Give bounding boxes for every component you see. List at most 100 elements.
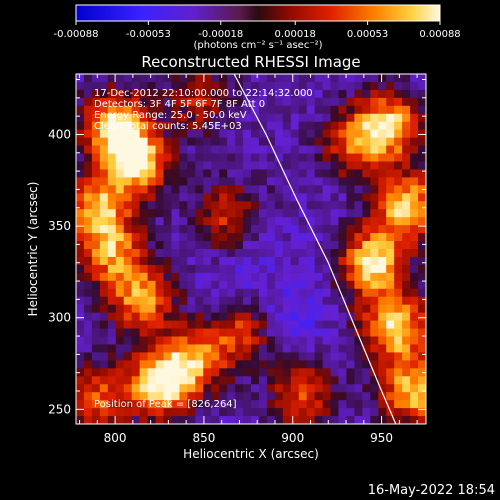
heatmap-pixel — [147, 280, 157, 290]
heatmap-pixel — [171, 280, 181, 290]
heatmap-pixel — [155, 169, 165, 179]
heatmap-pixel — [282, 392, 292, 401]
heatmap-pixel — [362, 105, 371, 115]
heatmap-pixel — [91, 272, 101, 282]
heatmap-pixel — [131, 312, 141, 322]
heatmap-pixel — [155, 153, 165, 163]
heatmap-pixel — [195, 105, 204, 115]
heatmap-pixel — [211, 320, 220, 330]
heatmap-pixel — [258, 296, 268, 306]
heatmap-pixel — [219, 153, 228, 163]
heatmap-pixel — [322, 360, 332, 369]
heatmap-pixel — [203, 209, 212, 218]
heatmap-pixel — [219, 288, 228, 298]
heatmap-pixel — [155, 328, 165, 338]
heatmap-pixel — [258, 209, 268, 218]
heatmap-pixel — [338, 74, 348, 83]
heatmap-pixel — [155, 217, 165, 226]
heatmap-pixel — [402, 153, 411, 163]
heatmap-pixel — [99, 225, 109, 234]
heatmap-pixel — [258, 392, 268, 401]
heatmap-pixel — [163, 249, 173, 258]
heatmap-pixel — [418, 360, 426, 369]
heatmap-pixel — [195, 81, 204, 91]
heatmap-pixel — [282, 352, 292, 361]
heatmap-pixel — [410, 193, 419, 202]
heatmap-pixel — [131, 241, 141, 250]
heatmap-pixel — [298, 185, 308, 194]
heatmap-pixel — [139, 185, 149, 194]
heatmap-pixel — [314, 264, 324, 274]
heatmap-pixel — [179, 392, 188, 401]
heatmap-pixel — [402, 161, 411, 171]
heatmap-pixel — [99, 81, 109, 91]
heatmap-pixel — [235, 113, 244, 123]
heatmap-pixel — [410, 169, 419, 179]
heatmap-pixel — [243, 153, 252, 163]
heatmap-pixel — [211, 264, 220, 274]
heatmap-pixel — [402, 145, 411, 155]
heatmap-pixel — [219, 344, 228, 354]
heatmap-pixel — [227, 105, 236, 115]
heatmap-pixel — [187, 312, 196, 322]
heatmap-pixel — [370, 296, 379, 306]
heatmap-pixel — [410, 312, 419, 322]
x-tick-label: 850 — [192, 431, 215, 445]
heatmap-pixel — [346, 81, 356, 91]
heatmap-pixel — [163, 81, 173, 91]
heatmap-pixel — [274, 360, 284, 369]
heatmap-pixel — [298, 416, 308, 424]
heatmap-pixel — [394, 225, 403, 234]
heatmap-pixel — [362, 121, 371, 131]
annotation-time-range: 17-Dec-2012 22:10:00.000 to 22:14:32.000 — [94, 88, 313, 99]
heatmap-pixel — [338, 153, 348, 163]
heatmap-pixel — [107, 304, 117, 314]
heatmap-pixel — [330, 121, 340, 131]
heatmap-pixel — [251, 185, 260, 194]
heatmap-pixel — [386, 249, 395, 258]
heatmap-pixel — [418, 272, 426, 282]
heatmap-pixel — [410, 392, 419, 401]
heatmap-pixel — [76, 360, 85, 369]
x-tick-label: 950 — [370, 431, 393, 445]
heatmap-pixel — [227, 209, 236, 218]
heatmap-pixel — [282, 249, 292, 258]
heatmap-pixel — [211, 288, 220, 298]
heatmap-pixel — [386, 129, 395, 139]
heatmap-pixel — [378, 89, 387, 99]
heatmap-pixel — [219, 352, 228, 361]
heatmap-pixel — [91, 336, 101, 346]
heatmap-pixel — [147, 137, 157, 147]
heatmap-pixel — [83, 392, 93, 401]
heatmap-pixel — [346, 336, 356, 346]
heatmap-pixel — [290, 97, 300, 107]
heatmap-pixel — [83, 74, 93, 83]
heatmap-pixel — [227, 320, 236, 330]
heatmap-pixel — [370, 81, 379, 91]
heatmap-pixel — [243, 137, 252, 147]
heatmap-pixel — [354, 81, 363, 91]
heatmap-pixel — [139, 105, 149, 115]
heatmap-pixel — [107, 336, 117, 346]
heatmap-pixel — [274, 256, 284, 266]
heatmap-pixel — [76, 368, 85, 377]
heatmap-pixel — [266, 336, 276, 346]
heatmap-pixel — [243, 74, 252, 83]
heatmap-pixel — [163, 185, 173, 194]
heatmap-pixel — [378, 264, 387, 274]
heatmap-pixel — [163, 264, 173, 274]
heatmap-pixel — [195, 137, 204, 147]
heatmap-pixel — [155, 272, 165, 282]
heatmap-pixel — [402, 408, 411, 417]
heatmap-pixel — [227, 201, 236, 210]
heatmap-pixel — [243, 97, 252, 107]
heatmap-pixel — [402, 74, 411, 83]
heatmap-pixel — [131, 121, 141, 131]
heatmap-pixel — [306, 408, 316, 417]
heatmap-pixel — [147, 336, 157, 346]
heatmap-pixel — [187, 209, 196, 218]
heatmap-pixel — [330, 280, 340, 290]
heatmap-pixel — [163, 344, 173, 354]
heatmap-pixel — [418, 201, 426, 210]
heatmap-pixel — [91, 129, 101, 139]
